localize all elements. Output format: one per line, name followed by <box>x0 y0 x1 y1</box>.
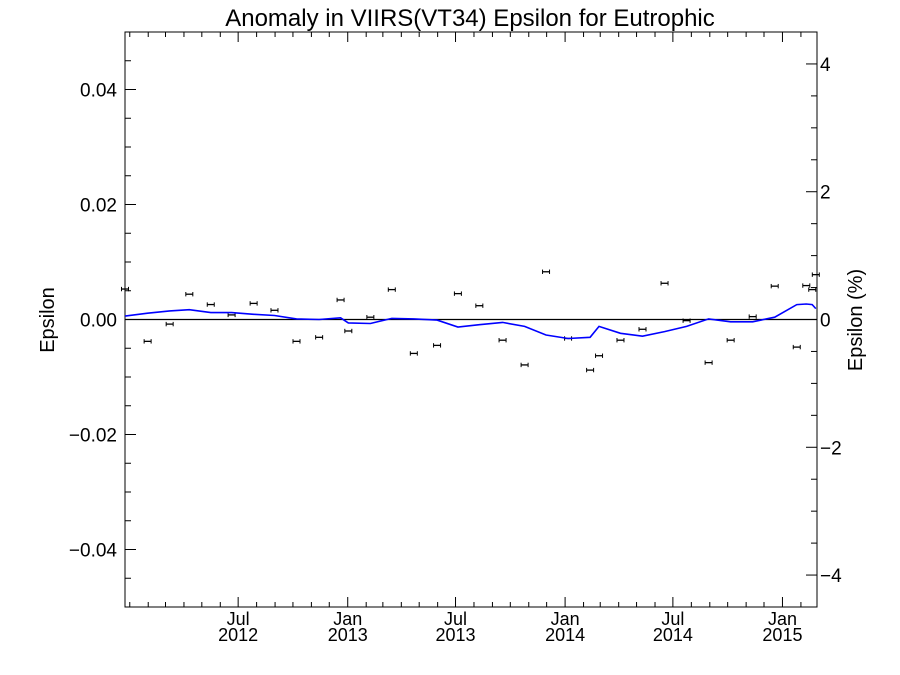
data-point <box>185 292 194 297</box>
x-tick-year-label: 2015 <box>762 625 802 645</box>
y2-tick-label: 2 <box>820 183 831 204</box>
data-point <box>409 351 418 356</box>
data-point <box>165 321 174 327</box>
axis-ticks <box>125 31 817 608</box>
data-point <box>542 269 551 274</box>
x-tick-month-label: Jan <box>333 609 362 629</box>
data-point <box>586 367 595 373</box>
mean-anomaly-line <box>124 303 817 340</box>
data-point <box>315 335 324 340</box>
data-point <box>660 281 669 286</box>
data-point <box>748 314 757 319</box>
data-point <box>770 283 779 289</box>
data-point <box>595 353 604 358</box>
data-point <box>638 327 647 332</box>
data-point <box>682 318 691 323</box>
data-point <box>520 362 529 368</box>
data-point <box>498 338 507 343</box>
y-tick-label: 0.00 <box>80 311 117 332</box>
x-tick-year-label: 2013 <box>435 625 475 645</box>
data-point <box>206 302 215 307</box>
data-point <box>811 272 820 277</box>
data-point <box>616 338 625 343</box>
y-tick-label: −0.04 <box>69 541 118 562</box>
data-point <box>121 286 129 292</box>
y2-tick-label: 0 <box>820 311 831 332</box>
data-point <box>336 297 345 303</box>
x-tick-month-label: Jul <box>444 609 467 629</box>
data-point <box>433 343 442 348</box>
x-tick-month-label: Jan <box>551 609 580 629</box>
y-tick-label: 0.04 <box>80 81 117 102</box>
data-point <box>792 344 801 350</box>
data-point <box>808 287 817 292</box>
y-tick-label: 0.02 <box>80 196 117 217</box>
x-tick-year-label: 2014 <box>545 625 585 645</box>
data-point <box>387 287 396 292</box>
data-point <box>453 291 462 296</box>
y2-tick-label: 4 <box>820 55 831 76</box>
data-point <box>704 360 713 365</box>
y2-tick-label: −2 <box>820 438 842 459</box>
secondary-y-axis-label: Epsilon (%) <box>845 269 867 371</box>
data-point <box>366 315 375 320</box>
data-point <box>249 301 258 306</box>
data-point <box>292 339 301 344</box>
x-tick-year-label: 2013 <box>328 625 368 645</box>
y-axis-label: Epsilon <box>37 287 59 353</box>
data-point <box>475 303 484 308</box>
data-point <box>726 338 735 343</box>
y2-tick-label: −4 <box>820 566 842 587</box>
data-point <box>143 339 152 344</box>
x-tick-year-label: 2014 <box>653 625 693 645</box>
data-point <box>270 308 279 313</box>
x-tick-month-label: Jul <box>661 609 684 629</box>
chart-title: Anomaly in VIIRS(VT34) Epsilon for Eutro… <box>225 5 715 32</box>
data-point <box>344 328 353 334</box>
tick-labels: 0.040.020.00−0.02−0.04420−2−4Jul2012Jan2… <box>69 55 842 645</box>
y-tick-label: −0.02 <box>69 426 117 447</box>
x-tick-month-label: Jan <box>768 609 797 629</box>
x-tick-month-label: Jul <box>227 609 250 629</box>
data-marks <box>121 269 820 373</box>
data-point <box>802 283 811 288</box>
x-tick-year-label: 2012 <box>218 625 258 645</box>
